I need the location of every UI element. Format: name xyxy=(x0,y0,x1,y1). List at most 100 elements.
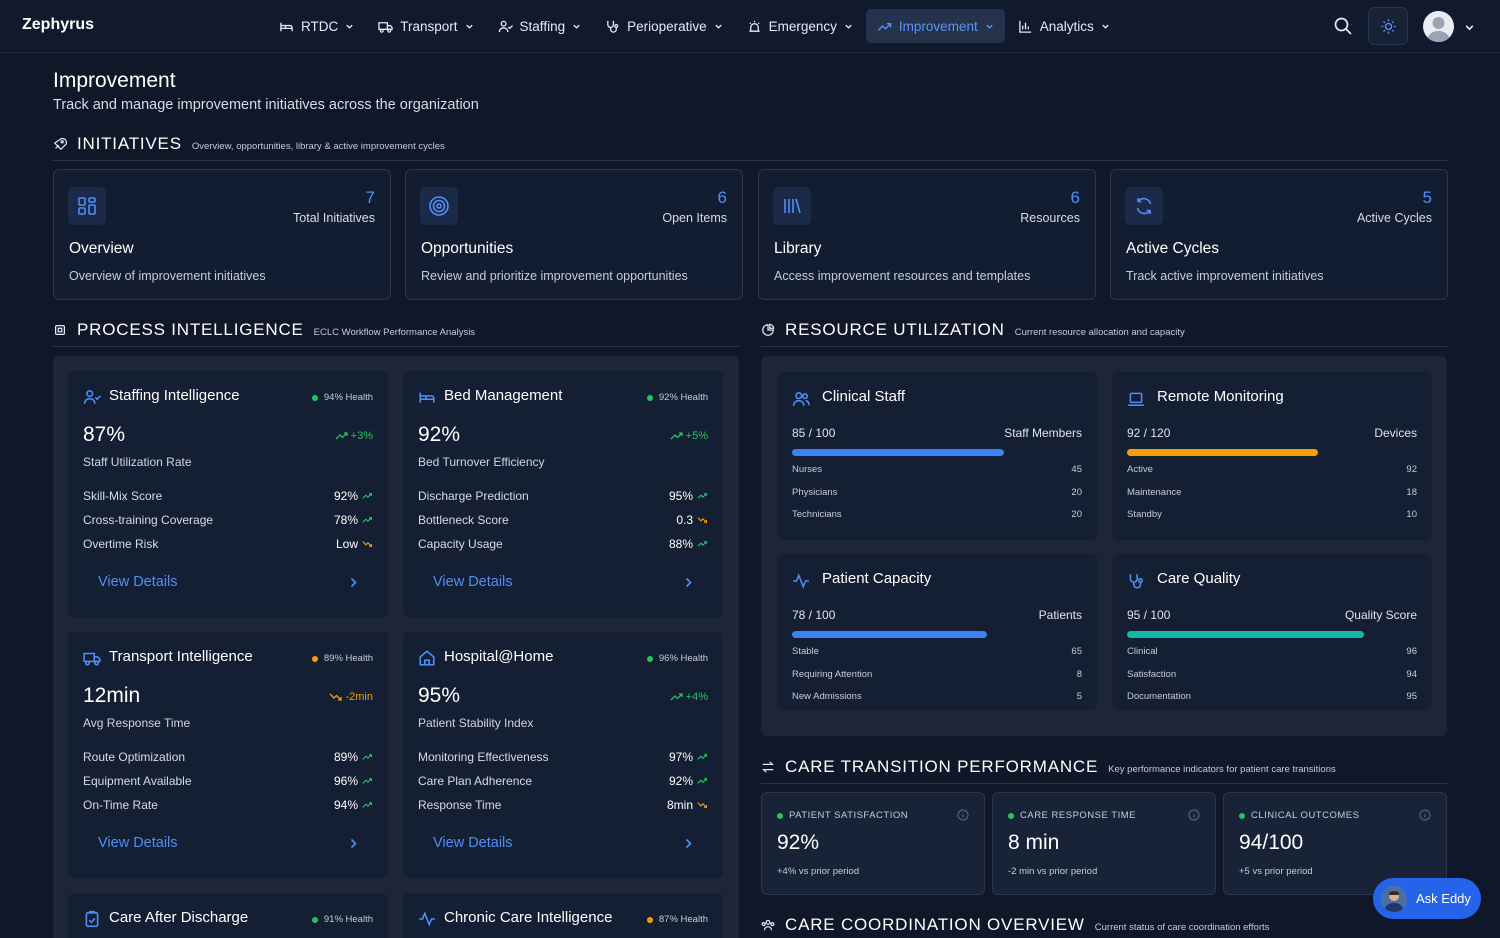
view-details-link[interactable]: View Details xyxy=(98,574,358,590)
info-icon[interactable] xyxy=(957,809,969,821)
metric-label: Patient Stability Index xyxy=(418,716,534,730)
metric-row-label: Overtime Risk xyxy=(83,537,159,551)
trending-up-icon xyxy=(362,493,372,499)
metric-row: Response Time 8min xyxy=(418,798,708,812)
metric-row-value: 92% xyxy=(333,489,358,503)
initiative-card-library[interactable]: 6 Resources Library Access improvement r… xyxy=(758,169,1096,300)
process-card-chronic-care: Chronic Care Intelligence 87% Health xyxy=(403,893,723,938)
initiative-card-opportunities[interactable]: 6 Open Items Opportunities Review and pr… xyxy=(405,169,743,300)
kpi-value: 8 min xyxy=(1008,831,1060,854)
metric-row-label: Route Optimization xyxy=(83,750,186,764)
user-avatar[interactable] xyxy=(1423,11,1454,42)
initiative-description: Track active improvement initiatives xyxy=(1126,269,1324,283)
resource-row-value: 5 xyxy=(1076,691,1082,702)
status-dot xyxy=(311,916,318,923)
process-card-hospital-at-home: Hospital@Home 96% Health 95% +4% Patient… xyxy=(403,632,723,878)
resource-row-label: Requiring Attention xyxy=(792,669,873,680)
card-title: Hospital@Home xyxy=(444,648,554,665)
process-card-care-after-discharge: Care After Discharge 91% Health xyxy=(68,893,388,938)
view-details-label: View Details xyxy=(98,835,178,851)
search-button[interactable] xyxy=(1333,16,1353,36)
activity-icon xyxy=(793,573,809,589)
theme-toggle-button[interactable] xyxy=(1368,7,1408,45)
resource-row-label: Technicians xyxy=(792,509,842,520)
nav-item-label: RTDC xyxy=(301,18,339,34)
card-title: Transport Intelligence xyxy=(109,648,253,665)
nav-item-improvement[interactable]: Improvement xyxy=(865,9,1005,43)
users-icon xyxy=(792,392,810,406)
initiative-count-label: Active Cycles xyxy=(1356,211,1432,225)
resource-row-label: Nurses xyxy=(792,464,823,475)
brand-logo[interactable]: Zephyrus xyxy=(22,16,95,33)
view-details-label: View Details xyxy=(433,574,513,590)
users-group-icon xyxy=(761,919,775,931)
initiative-title: Opportunities xyxy=(421,240,514,257)
process-section-header: PROCESS INTELLIGENCE ECLC Workflow Perfo… xyxy=(53,320,739,347)
metric-value: 12min xyxy=(83,684,141,707)
card-title: Care After Discharge xyxy=(109,909,249,926)
resource-unit: Quality Score xyxy=(1344,608,1417,622)
initiative-card-active-cycles[interactable]: 5 Active Cycles Active Cycles Track acti… xyxy=(1110,169,1448,300)
resource-row: Requiring Attention 8 xyxy=(792,669,1082,680)
initiative-card-overview[interactable]: 7 Total Initiatives Overview Overview of… xyxy=(53,169,391,300)
chevron-down-icon xyxy=(714,24,722,29)
nav-item-perioperative[interactable]: Perioperative xyxy=(594,9,734,43)
info-icon[interactable] xyxy=(1188,809,1200,821)
resource-row-value: 20 xyxy=(1071,487,1082,498)
status-dot xyxy=(646,916,653,923)
section-title: INITIATIVES xyxy=(77,134,182,153)
health-label: 96% Health xyxy=(658,653,708,664)
kpi-value: 92% xyxy=(777,831,820,854)
status-dot xyxy=(777,812,783,819)
nav-item-label: Transport xyxy=(400,18,458,34)
truck-icon xyxy=(378,21,393,33)
trending-up-icon xyxy=(670,432,683,440)
view-details-link[interactable]: View Details xyxy=(433,574,693,590)
chevron-down-icon xyxy=(1465,25,1474,31)
resource-row-value: 8 xyxy=(1076,669,1082,680)
resource-ratio: 85 / 100 xyxy=(792,426,836,440)
resource-summary: 85 / 100 Staff Members xyxy=(792,426,1082,440)
progress-bar xyxy=(792,449,1004,456)
status-dot xyxy=(646,655,653,662)
nav-item-rtdc[interactable]: RTDC xyxy=(268,9,365,43)
bed-icon xyxy=(419,392,435,403)
trending-up-icon xyxy=(877,22,892,31)
resource-row: Documentation 95 xyxy=(1127,691,1417,702)
view-details-link[interactable]: View Details xyxy=(98,835,358,851)
initiative-count-label: Total Initiatives xyxy=(293,211,375,225)
section-subtitle: ECLC Workflow Performance Analysis xyxy=(313,327,476,338)
nav-item-analytics[interactable]: Analytics xyxy=(1007,9,1121,43)
chevron-down-icon xyxy=(845,24,852,29)
nav-item-staffing[interactable]: Staffing xyxy=(487,9,593,43)
nav-item-transport[interactable]: Transport xyxy=(367,9,484,43)
nav-item-emergency[interactable]: Emergency xyxy=(736,9,864,43)
health-badge: 92% Health xyxy=(646,392,708,403)
metric-row-label: Skill-Mix Score xyxy=(83,489,163,503)
metric-label: Staff Utilization Rate xyxy=(83,455,192,469)
clipboard-icon xyxy=(85,910,99,928)
status-dot xyxy=(311,394,318,401)
resource-card-patient-capacity: Patient Capacity 78 / 100 Patients Stable… xyxy=(777,554,1097,710)
siren-icon xyxy=(748,20,760,32)
resource-ratio: 92 / 120 xyxy=(1127,426,1171,440)
resource-panel: Clinical Staff 85 / 100 Staff Members Nur… xyxy=(761,356,1447,736)
chevron-down-icon xyxy=(465,24,473,29)
resource-row: New Admissions 5 xyxy=(792,691,1082,702)
stethoscope-icon xyxy=(607,20,619,33)
trend-value: +3% xyxy=(350,430,373,442)
health-label: 94% Health xyxy=(323,392,373,403)
trend-value: -2min xyxy=(345,691,373,703)
view-details-link[interactable]: View Details xyxy=(433,835,693,851)
top-nav: Zephyrus RTDC Transport Staffing Periope… xyxy=(0,0,1500,53)
resource-row: Satisfaction 94 xyxy=(1127,669,1417,680)
metric-row: Bottleneck Score 0.3 xyxy=(418,513,708,527)
resource-row-label: Documentation xyxy=(1127,691,1191,702)
info-icon[interactable] xyxy=(1419,809,1431,821)
trending-down-icon xyxy=(330,693,343,701)
ask-eddy-button[interactable]: Ask Eddy xyxy=(1373,878,1481,919)
kpi-change: +4% vs prior period xyxy=(777,866,860,877)
rocket-icon xyxy=(53,137,67,151)
user-menu-chevron[interactable] xyxy=(1464,22,1475,33)
metric-value: 92% xyxy=(418,423,461,446)
